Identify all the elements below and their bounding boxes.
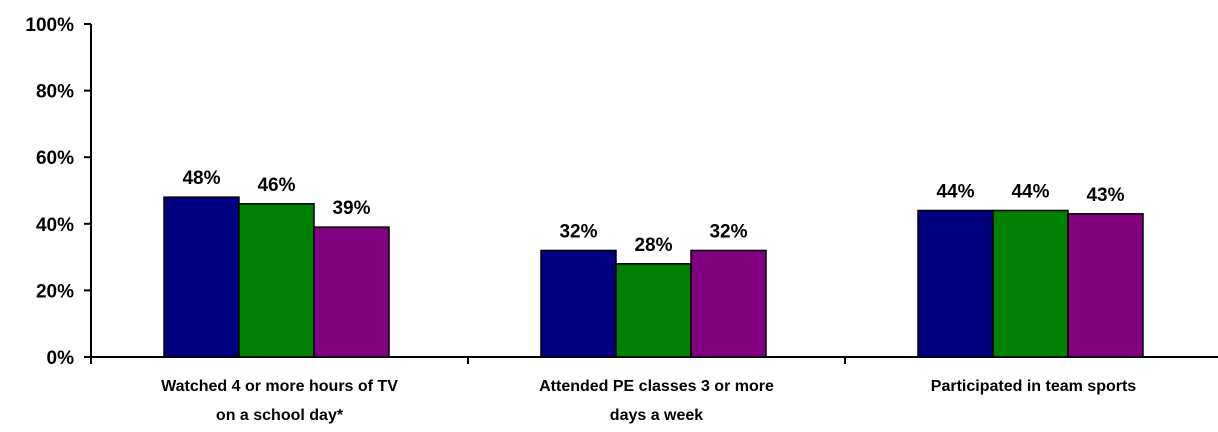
bar: [540, 249, 617, 358]
bar-value-label: 39%: [332, 198, 370, 219]
data-labels: 48% 46% 39% 32% 28% 32% 44% 44% 43%: [182, 168, 1124, 256]
bar-value-label: 48%: [182, 168, 220, 189]
bar-value-label: 44%: [936, 181, 974, 202]
y-tick-labels: 0% 20% 40% 60% 80% 100%: [25, 15, 74, 369]
x-category-label: Attended PE classes 3 or more days a week: [539, 378, 774, 424]
bar-value-label: 46%: [257, 175, 295, 196]
bar: [917, 209, 994, 358]
x-category-label-line: Participated in team sports: [931, 378, 1136, 395]
x-category-label-line: Attended PE classes 3 or more: [539, 378, 774, 395]
y-tick-label: 100%: [25, 15, 74, 36]
x-category-label: Participated in team sports: [931, 378, 1136, 395]
bar: [1067, 213, 1144, 358]
y-tick-label: 60%: [36, 148, 74, 169]
bar: [238, 203, 315, 358]
bar: [313, 226, 390, 358]
y-tick-label: 80%: [36, 82, 74, 103]
x-category-label-line: Watched 4 or more hours of TV: [161, 378, 398, 395]
bar: [690, 249, 767, 358]
y-tick-label: 0%: [47, 348, 75, 369]
bar-value-label: 43%: [1086, 185, 1124, 206]
bar-value-label: 32%: [709, 221, 747, 242]
bars: [163, 196, 1144, 358]
x-category-label-line: days a week: [610, 407, 704, 424]
bar-value-label: 32%: [559, 221, 597, 242]
x-category-label-line: on a school day*: [216, 407, 344, 424]
bar: [615, 263, 692, 358]
bar: [992, 209, 1069, 358]
category-labels: Watched 4 or more hours of TV on a school…: [161, 378, 1136, 424]
y-tick-label: 40%: [36, 215, 74, 236]
y-tick-label: 20%: [36, 281, 74, 302]
bar-value-label: 44%: [1011, 181, 1049, 202]
x-category-label: Watched 4 or more hours of TV on a school…: [161, 378, 398, 424]
bar: [163, 196, 240, 358]
bar-value-label: 28%: [634, 235, 672, 256]
